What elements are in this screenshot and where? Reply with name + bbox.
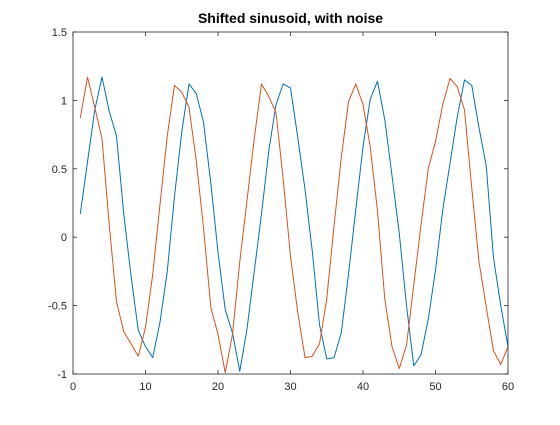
y-tick-label: 0.5 [52,164,67,176]
x-tick-label: 60 [502,381,514,393]
series-line-2 [79,76,509,374]
x-tick-label: 30 [284,381,296,393]
x-tick-label: 0 [70,381,76,393]
plot-frame [72,31,509,375]
y-tick-label: 1.5 [52,27,67,39]
x-tick-label: 40 [357,381,369,393]
chart-title: Shifted sinusoid, with noise [198,10,383,26]
x-tick-label: 50 [429,381,441,393]
series-line-1 [79,76,509,372]
y-tick-label: -1 [57,369,67,381]
y-tick-label: 0 [61,232,67,244]
y-tick-label: 1 [61,95,67,107]
y-tick-label: -0.5 [48,301,67,313]
plot-area [73,32,508,374]
x-tick-label: 20 [212,381,224,393]
x-tick-label: 10 [139,381,151,393]
